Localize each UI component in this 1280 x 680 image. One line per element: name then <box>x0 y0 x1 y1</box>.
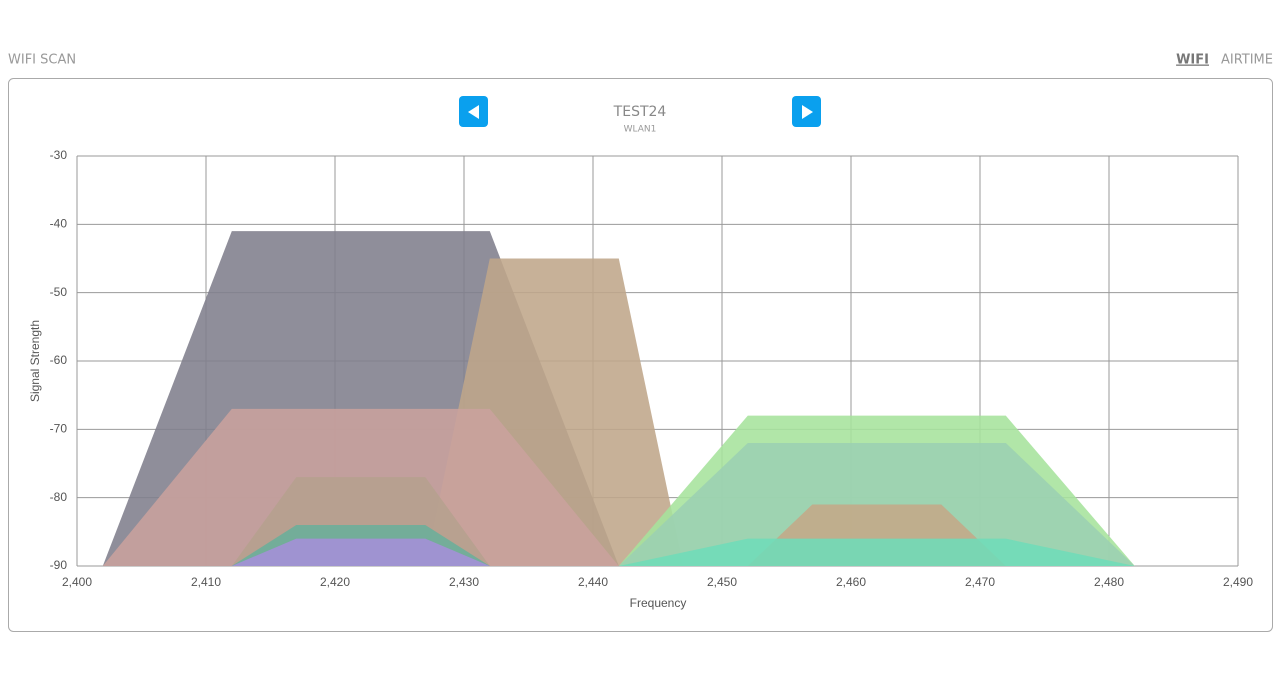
plot: -30 -40 -50 -60 -70 -80 -90 2,400 2,410 2,420 2,43… <box>50 148 1254 589</box>
airtime-tab[interactable]: AIRTIME <box>1221 53 1273 68</box>
x-tick-label: 2,490 <box>1223 575 1253 589</box>
prev-icon <box>468 105 479 119</box>
x-axis-label: Frequency <box>630 596 687 610</box>
y-axis-label: Signal Strength <box>28 320 42 402</box>
next-button[interactable] <box>792 96 821 127</box>
x-tick-label: 2,420 <box>320 575 350 589</box>
x-tick-label: 2,410 <box>191 575 221 589</box>
y-tick-label: -60 <box>50 353 68 367</box>
x-tick-label: 2,470 <box>965 575 995 589</box>
x-tick-label: 2,440 <box>578 575 608 589</box>
next-icon <box>802 105 813 119</box>
y-tick-label: -70 <box>50 422 68 436</box>
y-tick-label: -40 <box>50 217 68 231</box>
x-tick-label: 2,430 <box>449 575 479 589</box>
wifi-tab[interactable]: WIFI <box>1176 53 1209 68</box>
prev-button[interactable] <box>459 96 488 127</box>
y-tick-label: -30 <box>50 148 68 162</box>
y-tick-label: -90 <box>50 558 68 572</box>
y-tick-label: -50 <box>50 285 68 299</box>
chart-title: TEST24 <box>613 104 667 120</box>
x-tick-label: 2,480 <box>1094 575 1124 589</box>
x-tick-label: 2,450 <box>707 575 737 589</box>
x-tick-label: 2,460 <box>836 575 866 589</box>
chart-subtitle: WLAN1 <box>624 125 657 135</box>
page-title: WIFI SCAN <box>8 53 76 68</box>
x-tick-label: 2,400 <box>62 575 92 589</box>
y-tick-label: -80 <box>50 490 68 504</box>
signal-area <box>231 538 490 566</box>
signal-area <box>618 538 1135 566</box>
